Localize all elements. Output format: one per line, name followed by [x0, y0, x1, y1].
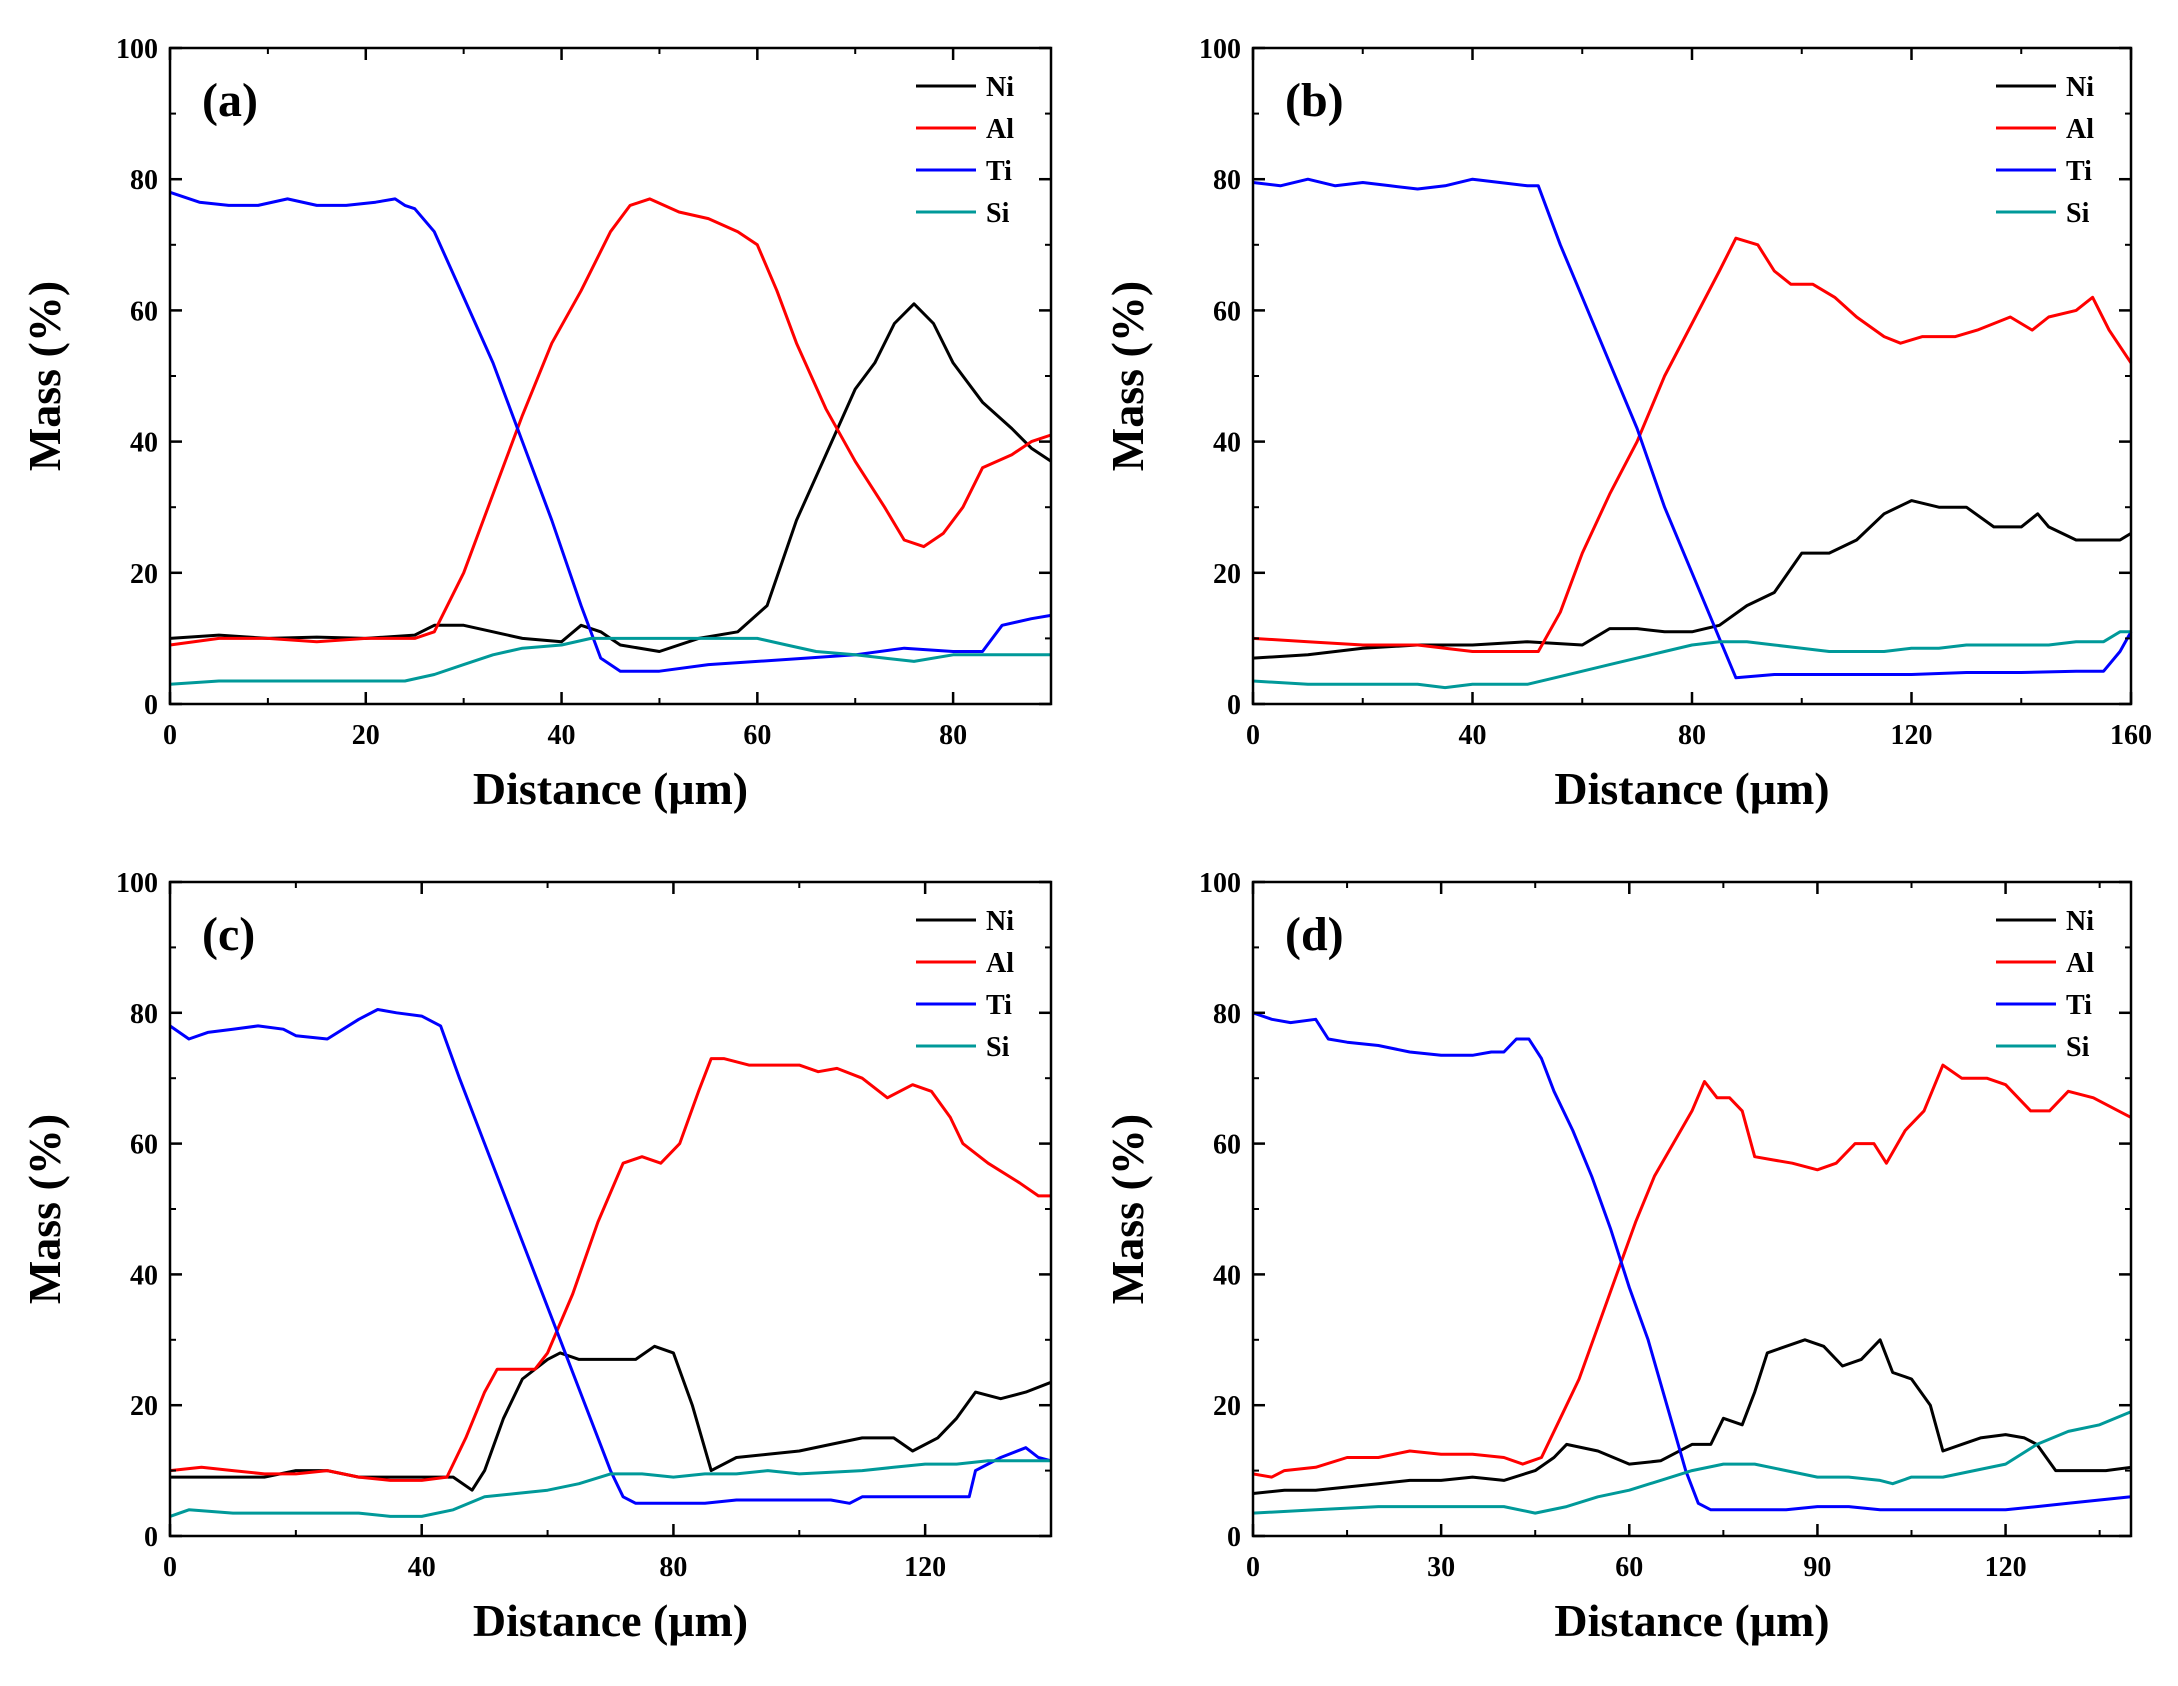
series-line-ti [169, 190, 1052, 673]
y-tick-label: 40 [1213, 1260, 1241, 1291]
panel-label: (b) [1285, 74, 1344, 127]
series-line-ti [1252, 1011, 2132, 1512]
legend-label-ni: Ni [2066, 72, 2094, 103]
x-tick-label: 90 [1803, 1552, 1831, 1583]
y-axis-label: Mass (%) [19, 1114, 70, 1304]
panels: 0 20 40 60 80 0 20 40 60 80 100 Distance (μm) Mass (… [19, 34, 2152, 1646]
x-tick-label: 160 [2110, 720, 2152, 751]
y-axis-label: Mass (%) [1102, 281, 1153, 471]
legend-label-ti: Ti [986, 990, 1012, 1021]
legend: Ni Al Ti Si [916, 72, 1014, 229]
legend-label-al: Al [2066, 114, 2094, 145]
y-tick-label: 80 [1213, 999, 1241, 1030]
y-tick-label: 0 [144, 690, 158, 721]
series-line-si [1252, 630, 2131, 690]
x-tick-label: 120 [1985, 1552, 2027, 1583]
x-axis-label: Distance (μm) [1554, 1595, 1829, 1646]
chart-panel-1: 0 20 40 60 80 0 20 40 60 80 100 Distance (μm) Mass (… [19, 34, 1053, 814]
panel-label: (d) [1285, 908, 1344, 961]
x-tick-label: 80 [1678, 720, 1706, 751]
legend-label-ni: Ni [986, 906, 1014, 937]
legend-label-ti: Ti [2066, 156, 2092, 187]
y-axis-label: Mass (%) [19, 281, 70, 471]
x-tick-label: 120 [904, 1552, 946, 1583]
x-axis-label: Distance (μm) [473, 1595, 748, 1646]
y-tick-label: 80 [130, 165, 158, 196]
y-tick-label: 100 [116, 868, 158, 899]
x-axis-label: Distance (μm) [473, 763, 748, 814]
x-tick-label: 60 [1615, 1552, 1643, 1583]
legend-label-ni: Ni [986, 72, 1014, 103]
y-tick-label: 100 [1199, 868, 1241, 899]
series-line-ni [169, 302, 1052, 653]
legend-label-si: Si [986, 1032, 1010, 1063]
y-tick-label: 80 [1213, 165, 1241, 196]
y-tick-label: 100 [1199, 34, 1241, 65]
x-tick-label: 40 [548, 720, 576, 751]
legend-label-si: Si [2066, 1032, 2090, 1063]
x-tick-label: 0 [163, 720, 177, 751]
x-tick-label: 20 [352, 720, 380, 751]
series-line-si [169, 636, 1051, 686]
x-tick-label: 0 [1246, 1552, 1260, 1583]
y-tick-label: 20 [130, 1391, 158, 1422]
legend-label-ti: Ti [2066, 990, 2092, 1021]
x-tick-label: 120 [1891, 720, 1933, 751]
x-axis-label: Distance (μm) [1554, 763, 1829, 814]
legend-label-al: Al [2066, 948, 2094, 979]
y-tick-label: 20 [1213, 559, 1241, 590]
chart-panel-2: 0 40 80 120 160 0 20 40 60 80 100 Distance (μm) Mass… [1102, 34, 2152, 814]
series-line-ti [169, 1008, 1052, 1505]
y-axis-label: Mass (%) [1102, 1114, 1153, 1304]
y-tick-label: 60 [130, 1130, 158, 1161]
legend-label-ti: Ti [986, 156, 1012, 187]
y-tick-label: 0 [1227, 690, 1241, 721]
legend: Ni Al Ti Si [1996, 72, 2094, 229]
y-tick-label: 0 [144, 1522, 158, 1553]
x-tick-label: 60 [743, 720, 771, 751]
series-line-ti [1252, 177, 2133, 680]
series-line-si [1252, 1410, 2132, 1515]
panel-label: (c) [202, 908, 255, 961]
x-tick-label: 40 [408, 1552, 436, 1583]
panel-label: (a) [202, 74, 258, 127]
series-line-ni [1252, 1338, 2132, 1495]
legend-label-ni: Ni [2066, 906, 2094, 937]
y-tick-label: 60 [130, 296, 158, 327]
x-tick-label: 40 [1459, 720, 1487, 751]
chart-panel-3: 0 40 80 120 0 20 40 60 80 100 Distance (μm) Mass (%… [19, 868, 1053, 1646]
series-line-al [1252, 1063, 2132, 1479]
y-tick-label: 20 [1213, 1391, 1241, 1422]
series-line-al [1252, 236, 2133, 653]
legend-label-al: Al [986, 948, 1014, 979]
y-tick-label: 0 [1227, 1522, 1241, 1553]
series-line-si [169, 1459, 1051, 1518]
y-tick-label: 60 [1213, 296, 1241, 327]
legend-label-si: Si [2066, 198, 2090, 229]
x-tick-label: 80 [659, 1552, 687, 1583]
y-tick-label: 100 [116, 34, 158, 65]
y-tick-label: 20 [130, 559, 158, 590]
y-tick-label: 40 [130, 428, 158, 459]
x-tick-label: 0 [1246, 720, 1260, 751]
series-line-al [169, 1057, 1051, 1482]
y-tick-label: 80 [130, 999, 158, 1030]
chart-panel-4: 0 30 60 90 120 0 20 40 60 80 100 Distance (μm) Mass … [1102, 868, 2133, 1646]
legend-label-al: Al [986, 114, 1014, 145]
x-tick-label: 30 [1427, 1552, 1455, 1583]
series-line-ni [1252, 499, 2132, 660]
x-tick-label: 80 [939, 720, 967, 751]
y-tick-label: 40 [130, 1260, 158, 1291]
x-tick-label: 0 [163, 1552, 177, 1583]
series-line-al [169, 197, 1052, 647]
legend: Ni Al Ti Si [1996, 906, 2094, 1063]
legend-label-si: Si [986, 198, 1010, 229]
legend: Ni Al Ti Si [916, 906, 1014, 1063]
y-tick-label: 40 [1213, 428, 1241, 459]
y-tick-label: 60 [1213, 1130, 1241, 1161]
